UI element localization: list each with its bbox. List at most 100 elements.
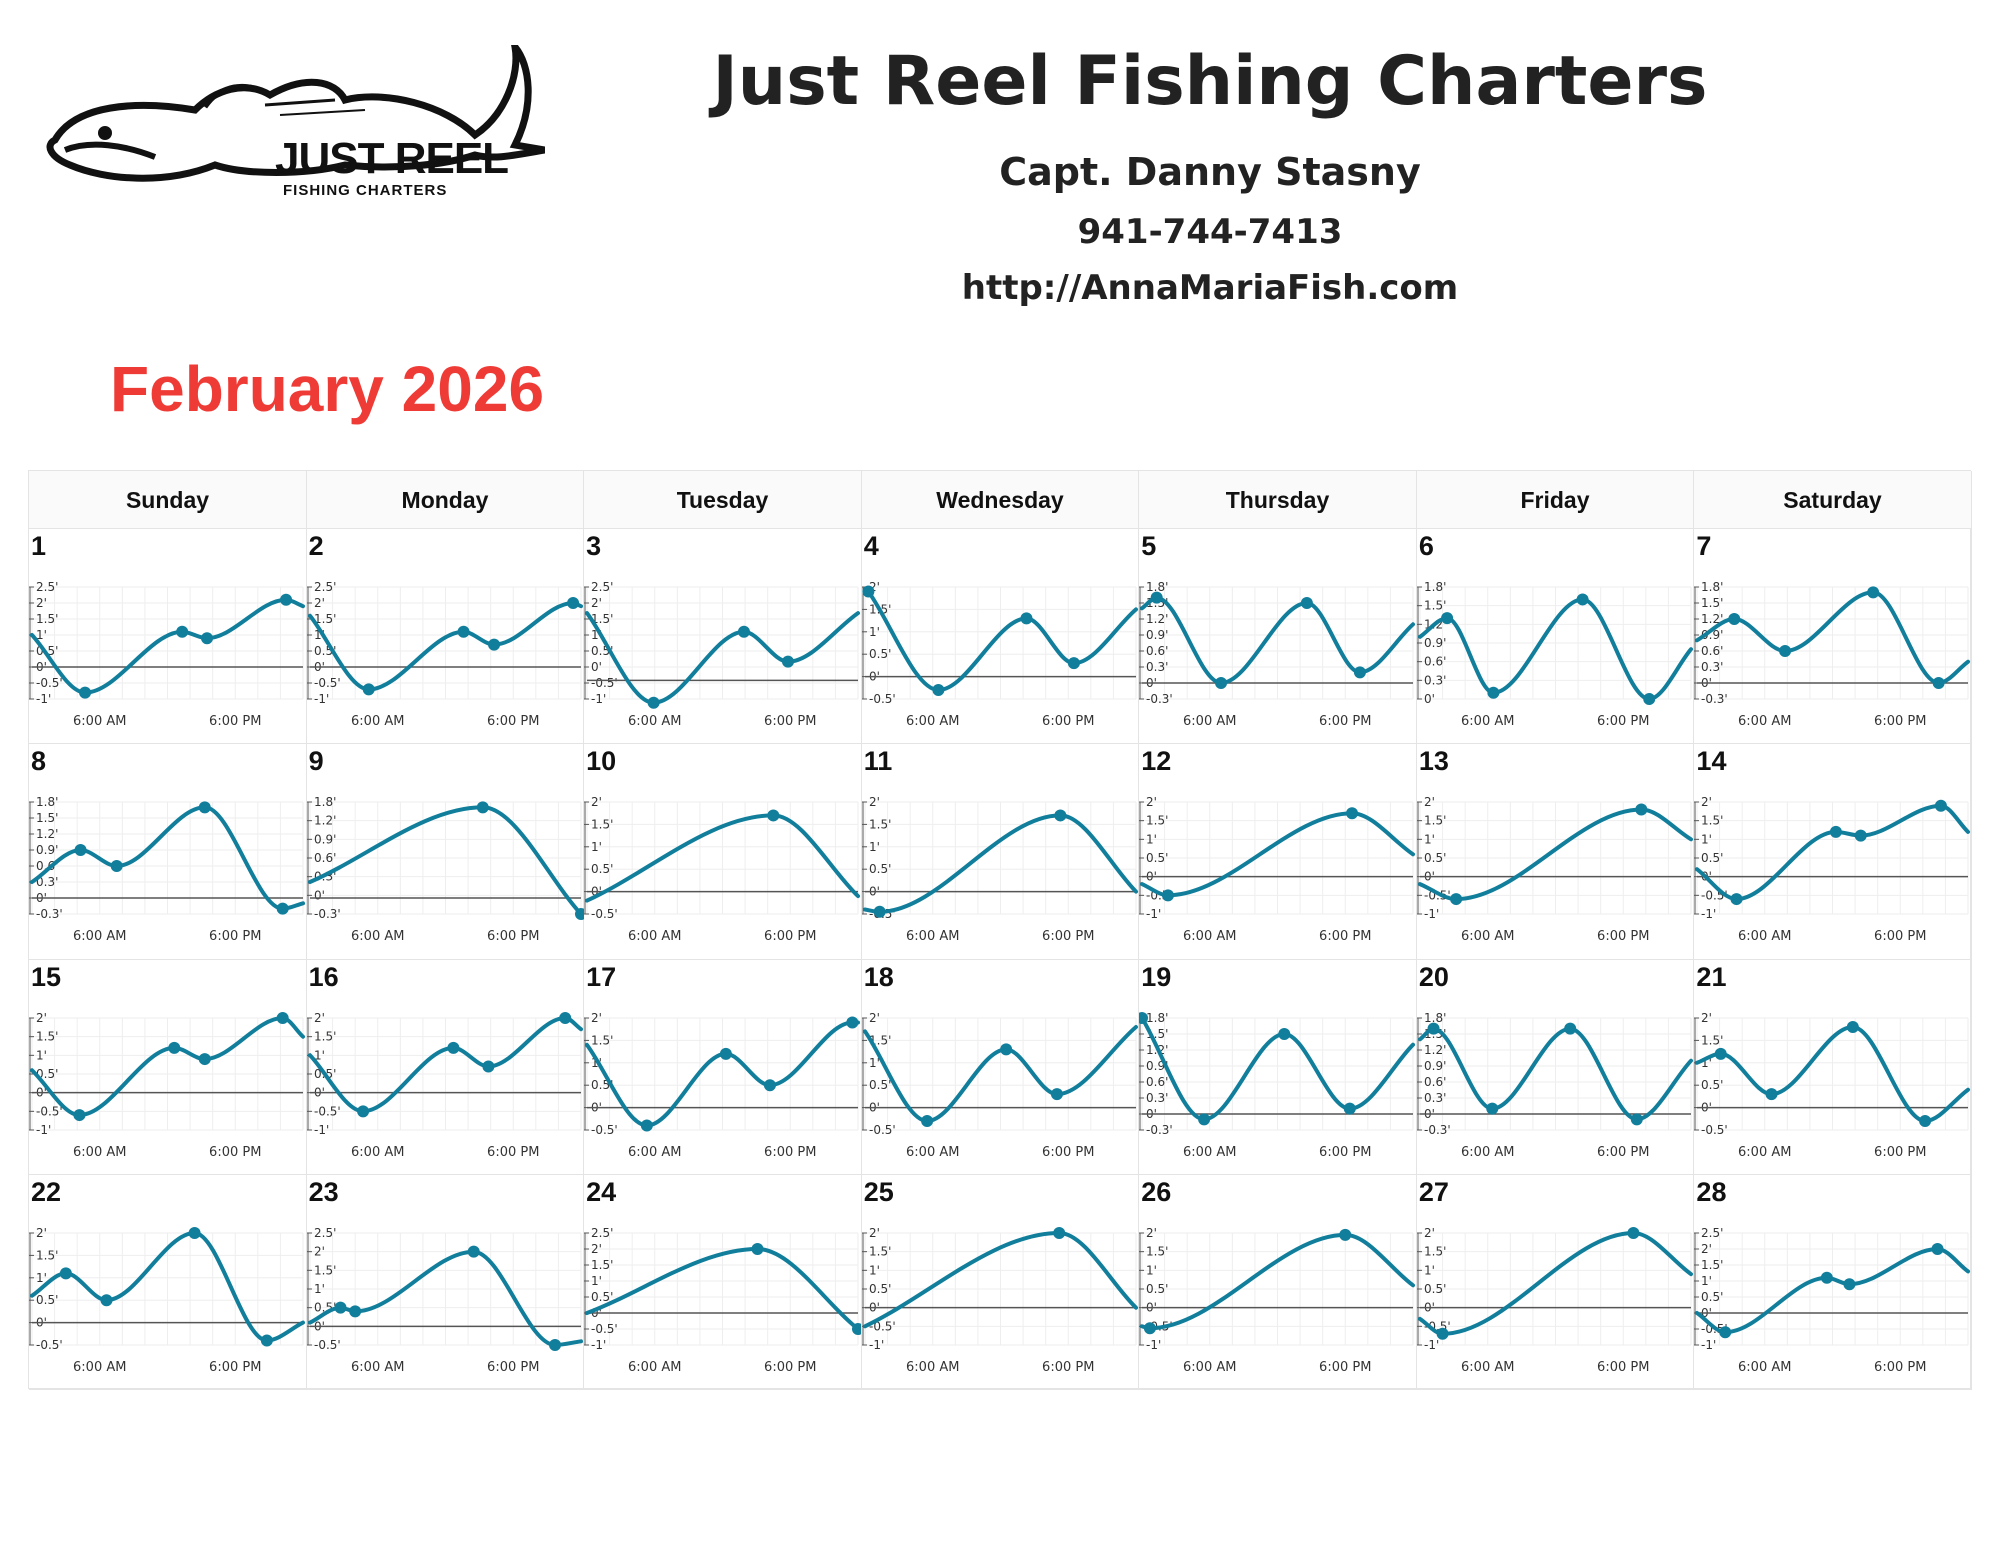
y-tick-label: 2' (869, 795, 880, 809)
y-tick-label: 1.2' (1424, 1043, 1446, 1057)
x-tick-label: 6:00 PM (487, 1360, 539, 1375)
tide-chart: 2.5'2'1.5'1'0.5'0'-0.5'-1'6:00 AM 6:00 PM (584, 580, 861, 729)
tide-chart: 2'1.5'1'0.5'0'-0.5'-1'6:00 AM 6:00 PM (1416, 795, 1693, 944)
tide-extreme-point (1919, 1114, 1932, 1127)
month-title: February 2026 (110, 353, 545, 425)
x-tick-label: 6:00 PM (764, 929, 816, 944)
tide-extreme-point (467, 1245, 480, 1258)
tide-extreme-point (566, 597, 579, 609)
y-tick-label: 2.5' (314, 1226, 336, 1240)
tide-extreme-point (640, 1119, 653, 1132)
tide-chart: 2'1.5'1'0.5'0'-0.5'-1'6:00 AM 6:00 PM (1694, 795, 1971, 944)
y-tick-label: -0.5' (314, 1338, 341, 1352)
tide-extreme-point (446, 1041, 459, 1054)
tide-chart: 2'1.5'1'0.5'0'-0.5'-1'6:00 AM 6:00 PM (1416, 1226, 1693, 1375)
y-tick-label: -0.5' (591, 1322, 618, 1336)
tide-extreme-point (1765, 1087, 1778, 1100)
tide-extreme-point (1715, 1047, 1728, 1060)
y-tick-label: 1.5' (314, 1263, 336, 1277)
y-tick-label: 1.8' (36, 795, 58, 809)
tide-chart: 2'1.5'1'0.5'0'-0.5'-1'6:00 AM 6:00 PM (1139, 795, 1416, 944)
y-tick-label: 0.9' (36, 843, 58, 857)
tide-extreme-point (1054, 809, 1067, 822)
tide-extreme-point (481, 1060, 494, 1073)
tide-extreme-point (1354, 666, 1367, 679)
y-tick-label: 0.5' (1424, 1282, 1446, 1296)
day-number: 21 (1696, 961, 1727, 992)
tide-extreme-point (1576, 593, 1589, 606)
x-tick-label: 6:00 AM (628, 1360, 681, 1375)
tide-chart: 2.5'2'1.5'1'0.5'0'-0.5'-1'6:00 AM 6:00 PM (584, 1226, 862, 1375)
y-tick-label: 1.5' (591, 612, 613, 626)
y-tick-label: 1.5' (1701, 1033, 1723, 1047)
y-tick-label: 1.5' (1424, 1244, 1446, 1258)
y-tick-label: 1.5' (869, 818, 891, 832)
y-tick-label: 0.6' (1701, 644, 1723, 658)
y-tick-label: 1' (591, 840, 602, 854)
tide-chart: 2.5'2'1.5'1'0.5'0'-0.5'6:00 AM 6:00 PM (306, 1226, 583, 1375)
y-tick-label: 1.5' (1146, 814, 1168, 828)
y-tick-label: 1.5' (1424, 599, 1446, 613)
x-tick-label: 6:00 AM (906, 929, 959, 944)
tide-extreme-point (1449, 893, 1462, 906)
y-tick-label: 2' (314, 1011, 325, 1025)
tide-extreme-point (1139, 1011, 1149, 1024)
y-tick-label: 2.5' (1701, 1226, 1723, 1240)
y-tick-label: 1.5' (36, 811, 58, 825)
tide-extreme-point (1301, 597, 1314, 609)
tide-chart: 2'1.5'1'0.5'0'-0.5'-1'6:00 AM 6:00 PM (29, 1011, 305, 1160)
x-tick-label: 6:00 PM (764, 1360, 816, 1375)
tide-extreme-point (1487, 686, 1500, 699)
x-tick-label: 6:00 AM (73, 1145, 126, 1160)
x-tick-label: 6:00 AM (1461, 1145, 1514, 1160)
tide-extreme-point (1843, 1277, 1856, 1290)
y-tick-label: 1.2' (1146, 612, 1168, 626)
tide-extreme-point (1719, 1325, 1732, 1338)
x-tick-label: 6:00 PM (1319, 714, 1371, 729)
y-tick-label: 0.5' (1424, 851, 1446, 865)
y-tick-label: 0.6' (1146, 644, 1168, 658)
day-number: 10 (586, 746, 617, 777)
y-tick-label: 0.5' (1701, 1290, 1723, 1304)
x-tick-label: 6:00 PM (209, 1360, 261, 1375)
y-tick-label: 0.6' (1424, 1075, 1446, 1089)
day-number: 14 (1696, 746, 1727, 777)
x-tick-label: 6:00 PM (1874, 929, 1926, 944)
y-tick-label: 0' (591, 660, 602, 674)
day-cell: 25 2' 1.5' 1' 0.5' 0' -0.5' -1' 6:00 AM 6:00 PM (861, 1174, 1140, 1390)
tide-extreme-point (720, 1047, 733, 1060)
x-tick-label: 6:00 PM (1042, 714, 1094, 729)
x-tick-label: 6:00 AM (906, 714, 959, 729)
y-tick-label: -1' (36, 692, 51, 706)
tide-extreme-point (873, 906, 886, 919)
tide-line (1417, 1230, 1693, 1336)
x-tick-label: 6:00 PM (1597, 1145, 1649, 1160)
y-tick-label: 2' (591, 1242, 602, 1256)
tide-extreme-point (1643, 693, 1656, 705)
day-cell: 112'1.5'1'0.5'0'-0.5'6:00 AM6:00 PM (861, 744, 1140, 960)
y-tick-label: -1' (591, 1338, 606, 1352)
website-link[interactable]: http://AnnaMariaFish.com (961, 268, 1459, 308)
y-tick-label: 1.5' (591, 1033, 613, 1047)
logo: JUST REEL FISHING CHARTERS (45, 34, 546, 205)
day-cell: 13 2' 1.5' 1' 0.5' 0' -0.5' -1' 6:00 AM 6:00 PM (1416, 744, 1695, 960)
y-tick-label: 0.5' (36, 1293, 58, 1307)
day-number: 12 (1141, 746, 1172, 777)
x-tick-label: 6:00 PM (1319, 929, 1371, 944)
y-tick-label: -0.5' (314, 1104, 341, 1118)
tide-extreme-point (168, 1041, 181, 1054)
x-tick-label: 6:00 PM (1874, 1360, 1926, 1375)
tide-extreme-point (932, 684, 945, 697)
x-tick-label: 6:00 PM (209, 1145, 261, 1160)
y-tick-label: 1' (869, 840, 880, 854)
y-tick-label: -0.5' (591, 676, 618, 690)
tide-extreme-point (782, 655, 795, 668)
tide-extreme-point (1436, 1327, 1449, 1340)
tide-extreme-point (110, 860, 123, 873)
weekday-thursday: Thursday (1139, 471, 1417, 529)
weekday-monday: Monday (307, 471, 584, 529)
tide-extreme-point (548, 1338, 561, 1351)
y-tick-label: 0.5' (869, 1282, 891, 1296)
